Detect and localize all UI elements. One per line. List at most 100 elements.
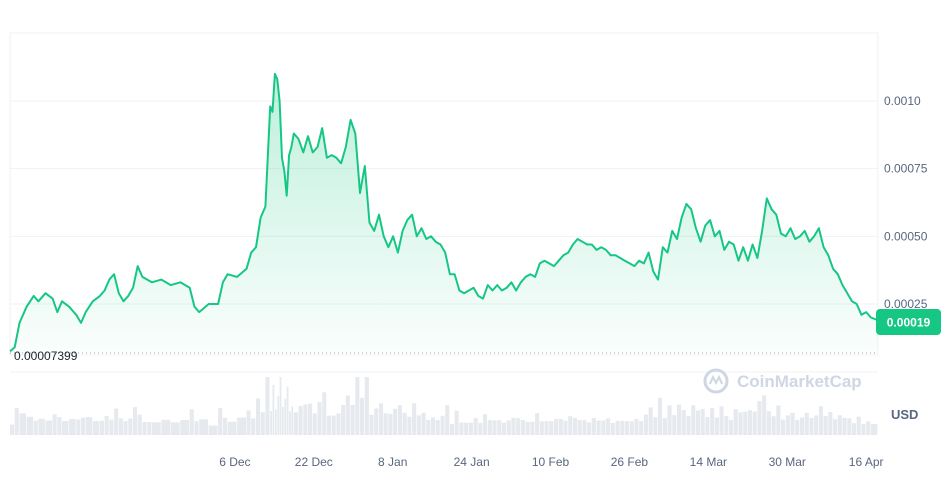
y-tick-label: 0.0010 bbox=[884, 94, 921, 108]
volume-bar bbox=[123, 421, 128, 435]
volume-bar bbox=[554, 419, 559, 435]
volume-bar bbox=[544, 421, 549, 435]
volume-bar bbox=[662, 418, 667, 435]
x-tick-label: 6 Dec bbox=[219, 455, 250, 469]
volume-bar bbox=[610, 423, 615, 435]
volume-bar bbox=[260, 412, 265, 435]
x-axis: 6 Dec 22 Dec 8 Jan 24 Jan 10 Feb 26 Feb 14 Mar… bbox=[219, 455, 883, 469]
y-tick-label: 0.00075 bbox=[884, 162, 928, 176]
volume-bar bbox=[416, 415, 421, 435]
volume-bar bbox=[539, 421, 544, 435]
volume-bar bbox=[653, 417, 658, 435]
current-price-badge-bg bbox=[876, 309, 941, 335]
volume-bar bbox=[710, 408, 715, 435]
volume-bar bbox=[360, 397, 365, 435]
volume-bar bbox=[648, 407, 653, 435]
watermark: CoinMarketCap bbox=[703, 368, 862, 394]
volume-bar bbox=[719, 406, 724, 435]
volume-bar bbox=[426, 419, 431, 435]
price-line[interactable] bbox=[9, 72, 879, 353]
volume-bar bbox=[530, 421, 535, 435]
volume-bar bbox=[331, 415, 336, 435]
volume-bar bbox=[790, 412, 795, 435]
volume-bar bbox=[795, 419, 800, 435]
volume-bar bbox=[520, 420, 525, 435]
volume-bar bbox=[681, 410, 686, 435]
volume-bar bbox=[289, 411, 291, 435]
volume-bar bbox=[118, 418, 123, 435]
x-tick-label: 30 Mar bbox=[769, 455, 806, 469]
volume-bar bbox=[147, 422, 152, 435]
volume-bar bbox=[487, 420, 492, 435]
volume-bar bbox=[818, 406, 823, 435]
volume-bar bbox=[842, 417, 847, 435]
volume-bar bbox=[866, 421, 871, 435]
volume-bar bbox=[19, 413, 26, 435]
volume-bar bbox=[104, 416, 109, 435]
x-tick-label: 16 Apr bbox=[849, 455, 884, 469]
volume-bar bbox=[577, 419, 582, 435]
x-tick-label: 14 Mar bbox=[690, 455, 727, 469]
volume-bar bbox=[142, 421, 147, 435]
volume-bar bbox=[785, 415, 790, 435]
volume-bar bbox=[322, 392, 327, 435]
volume-bar bbox=[615, 420, 620, 435]
plot-border bbox=[9, 32, 879, 356]
volume-bar bbox=[26, 416, 34, 435]
volume-bar bbox=[407, 416, 412, 435]
volume-bar bbox=[308, 403, 313, 435]
volume-bar bbox=[383, 413, 388, 435]
volume-bar bbox=[14, 407, 19, 435]
volume-bar bbox=[804, 412, 809, 435]
volume-bar bbox=[700, 409, 705, 435]
volume-bar bbox=[137, 414, 142, 435]
volume-bar bbox=[856, 416, 861, 435]
volume-bar bbox=[497, 420, 502, 435]
volume-bar bbox=[535, 413, 540, 435]
volume-bar bbox=[809, 417, 814, 435]
volume-bar bbox=[92, 421, 100, 435]
x-tick-label: 8 Jan bbox=[378, 455, 407, 469]
watermark-text: CoinMarketCap bbox=[737, 372, 862, 391]
volume-bar bbox=[624, 421, 629, 435]
volume-bar bbox=[861, 423, 866, 435]
volume-bar bbox=[837, 415, 842, 435]
volume-bar bbox=[279, 377, 282, 435]
volume-bar bbox=[747, 410, 752, 435]
price-area bbox=[10, 73, 878, 354]
x-tick-label: 22 Dec bbox=[295, 455, 333, 469]
volume-bar bbox=[516, 418, 521, 435]
volume-bar bbox=[601, 420, 606, 435]
volume-bar bbox=[81, 417, 86, 435]
volume-bar bbox=[272, 384, 275, 435]
volume-bar bbox=[336, 413, 341, 435]
volume-bar bbox=[421, 412, 426, 435]
volume-bar bbox=[270, 410, 272, 435]
volume-bar bbox=[199, 419, 209, 435]
volume-bar bbox=[870, 424, 878, 435]
volume-bar bbox=[591, 418, 596, 435]
volume-bar bbox=[38, 418, 45, 435]
volume-bar bbox=[151, 422, 161, 435]
volume-bar bbox=[170, 422, 180, 435]
volume-bar bbox=[317, 402, 322, 435]
volume-bar bbox=[738, 412, 743, 435]
volume-bar bbox=[355, 377, 360, 435]
volume-bar bbox=[256, 398, 261, 435]
volume-bar bbox=[99, 420, 104, 435]
volume-bar bbox=[277, 396, 280, 435]
volume-bar bbox=[52, 414, 57, 435]
volume-bar bbox=[286, 386, 289, 435]
volume-bar bbox=[364, 377, 369, 435]
volume-bar bbox=[109, 419, 114, 435]
volume-bar bbox=[468, 422, 473, 435]
volume-bar bbox=[161, 419, 171, 435]
volume-bar bbox=[620, 420, 625, 435]
volume-bar bbox=[568, 416, 573, 435]
volume-bar bbox=[705, 417, 710, 435]
volume-bar bbox=[194, 421, 199, 435]
volume-bar bbox=[412, 403, 417, 435]
volume-bar bbox=[133, 407, 138, 435]
